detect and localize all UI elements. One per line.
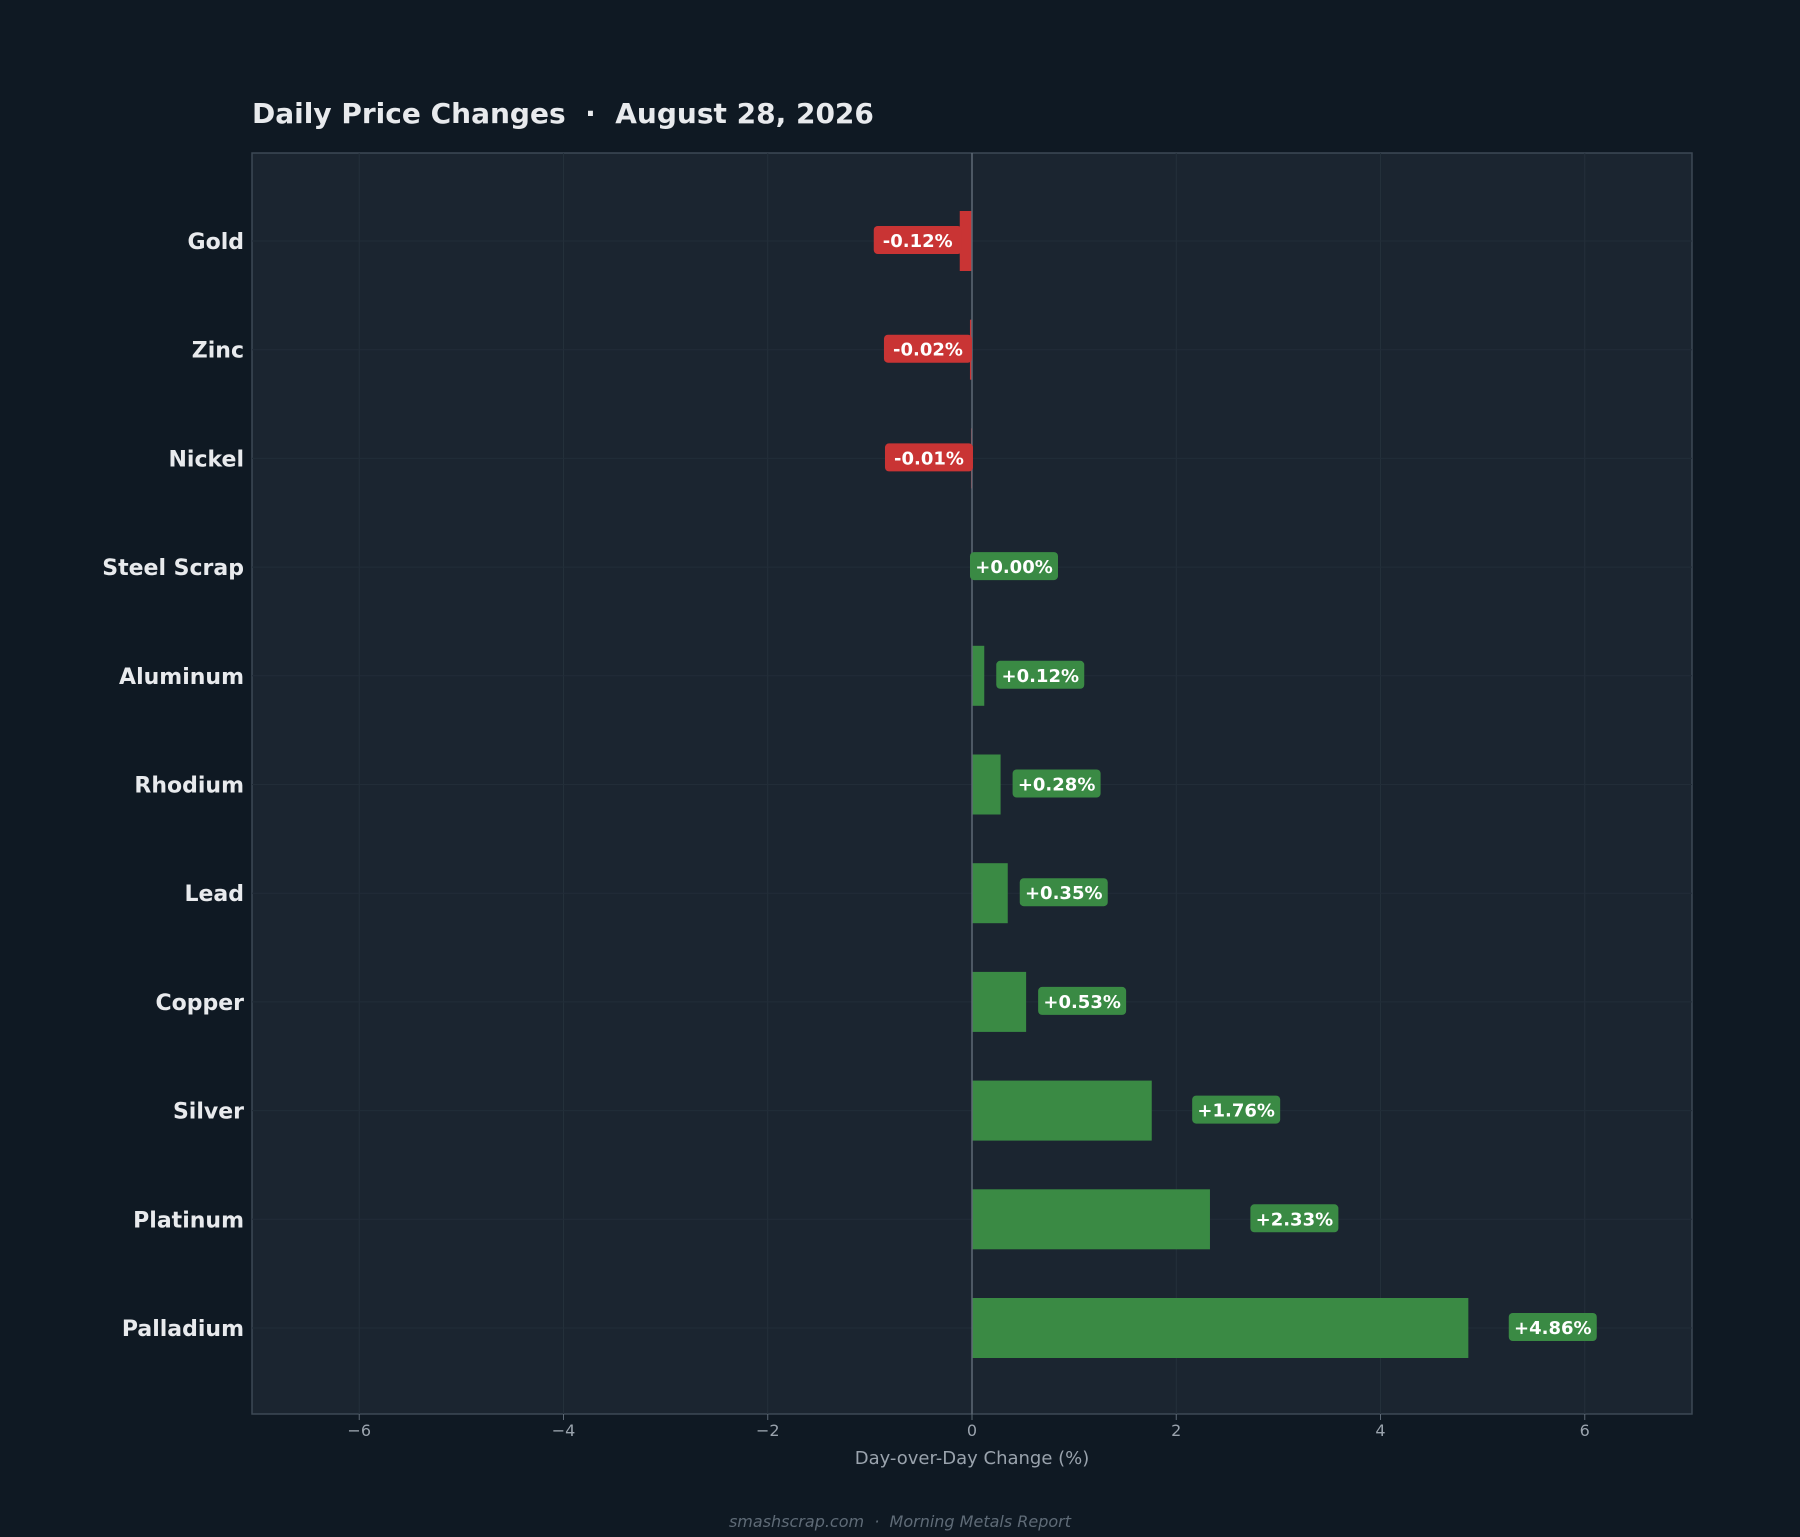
chart-title: Daily Price Changes · August 28, 2026 [252,97,874,130]
data-label-text: +2.33% [1256,1209,1334,1230]
data-label-pill [1019,878,1108,907]
x-tick-label: −4 [552,1421,576,1440]
category-label-copper: Copper [155,991,244,1016]
data-label-text: +0.28% [1018,775,1096,796]
data-label-platinum: +2.33% [1250,1204,1339,1233]
data-label-pill [873,226,962,254]
bar-copper [972,971,1027,1032]
data-label-aluminum: +0.12% [996,660,1085,689]
x-tick-label: 0 [967,1421,977,1440]
footer-text: smashscrap.com · Morning Metals Report [729,1512,1072,1531]
category-label-gold: Gold [188,230,244,255]
data-label-copper: +0.53% [1038,986,1127,1015]
bar-palladium [972,1298,1469,1358]
data-label-text: +1.76% [1197,1101,1275,1122]
x-tick-label: 2 [1171,1421,1181,1440]
data-label-pill [884,443,973,472]
data-label-zinc: -0.02% [883,334,972,363]
category-label-platinum: Platinum [133,1208,244,1233]
x-tick-label: −6 [347,1421,371,1440]
data-label-pill [1038,986,1127,1015]
category-label-steel-scrap: Steel Scrap [102,556,244,581]
category-labels-group: Gold Zinc Nickel Steel Scrap Aluminum Rhodium… [102,230,244,1342]
category-label-nickel: Nickel [169,447,245,472]
data-label-text: +0.35% [1025,883,1103,904]
data-label-nickel: -0.01% [884,443,973,472]
data-label-pill [883,334,972,363]
data-label-pill [970,552,1058,581]
data-label-gold: -0.12% [873,226,962,254]
data-label-pill [1508,1313,1597,1341]
x-tick-label: 6 [1580,1421,1590,1440]
bar-aluminum [972,645,985,706]
data-label-lead: +0.35% [1019,878,1108,907]
bar-lead [972,863,1008,924]
category-label-zinc: Zinc [192,339,244,364]
data-labels-group: -0.12% -0.02% -0.01% +0.00% +0.12% +0.28% +0.3… [873,226,1597,1341]
category-label-aluminum: Aluminum [119,665,244,690]
x-tick-label: −2 [756,1421,780,1440]
category-label-palladium: Palladium [122,1317,244,1342]
category-label-rhodium: Rhodium [134,774,244,799]
bars-group [959,211,1469,1358]
data-label-pill [996,660,1085,689]
data-label-silver: +1.76% [1192,1095,1281,1124]
data-label-pill [1012,769,1101,798]
data-label-text: -0.02% [893,340,963,361]
data-label-rhodium: +0.28% [1012,769,1101,798]
data-label-pill [1192,1095,1281,1124]
bar-gold [959,211,972,271]
x-axis-ticks: −6 −4 −2 0 2 4 6 [347,1414,1590,1440]
data-label-palladium: +4.86% [1508,1313,1597,1341]
category-label-silver: Silver [173,1100,244,1125]
category-label-lead: Lead [184,882,244,907]
data-label-text: +0.12% [1001,666,1079,687]
data-label-pill [1250,1204,1339,1233]
x-tick-label: 4 [1375,1421,1385,1440]
bar-platinum [972,1189,1210,1250]
data-label-text: +0.53% [1043,992,1121,1013]
data-label-text: -0.12% [883,231,953,252]
data-label-text: +0.00% [975,557,1053,578]
data-label-steel-scrap: +0.00% [970,552,1058,581]
bar-rhodium [972,754,1001,815]
data-label-text: -0.01% [894,448,964,469]
x-axis-title: Day-over-Day Change (%) [855,1448,1090,1469]
data-label-text: +4.86% [1514,1318,1592,1339]
bar-silver [972,1080,1152,1141]
